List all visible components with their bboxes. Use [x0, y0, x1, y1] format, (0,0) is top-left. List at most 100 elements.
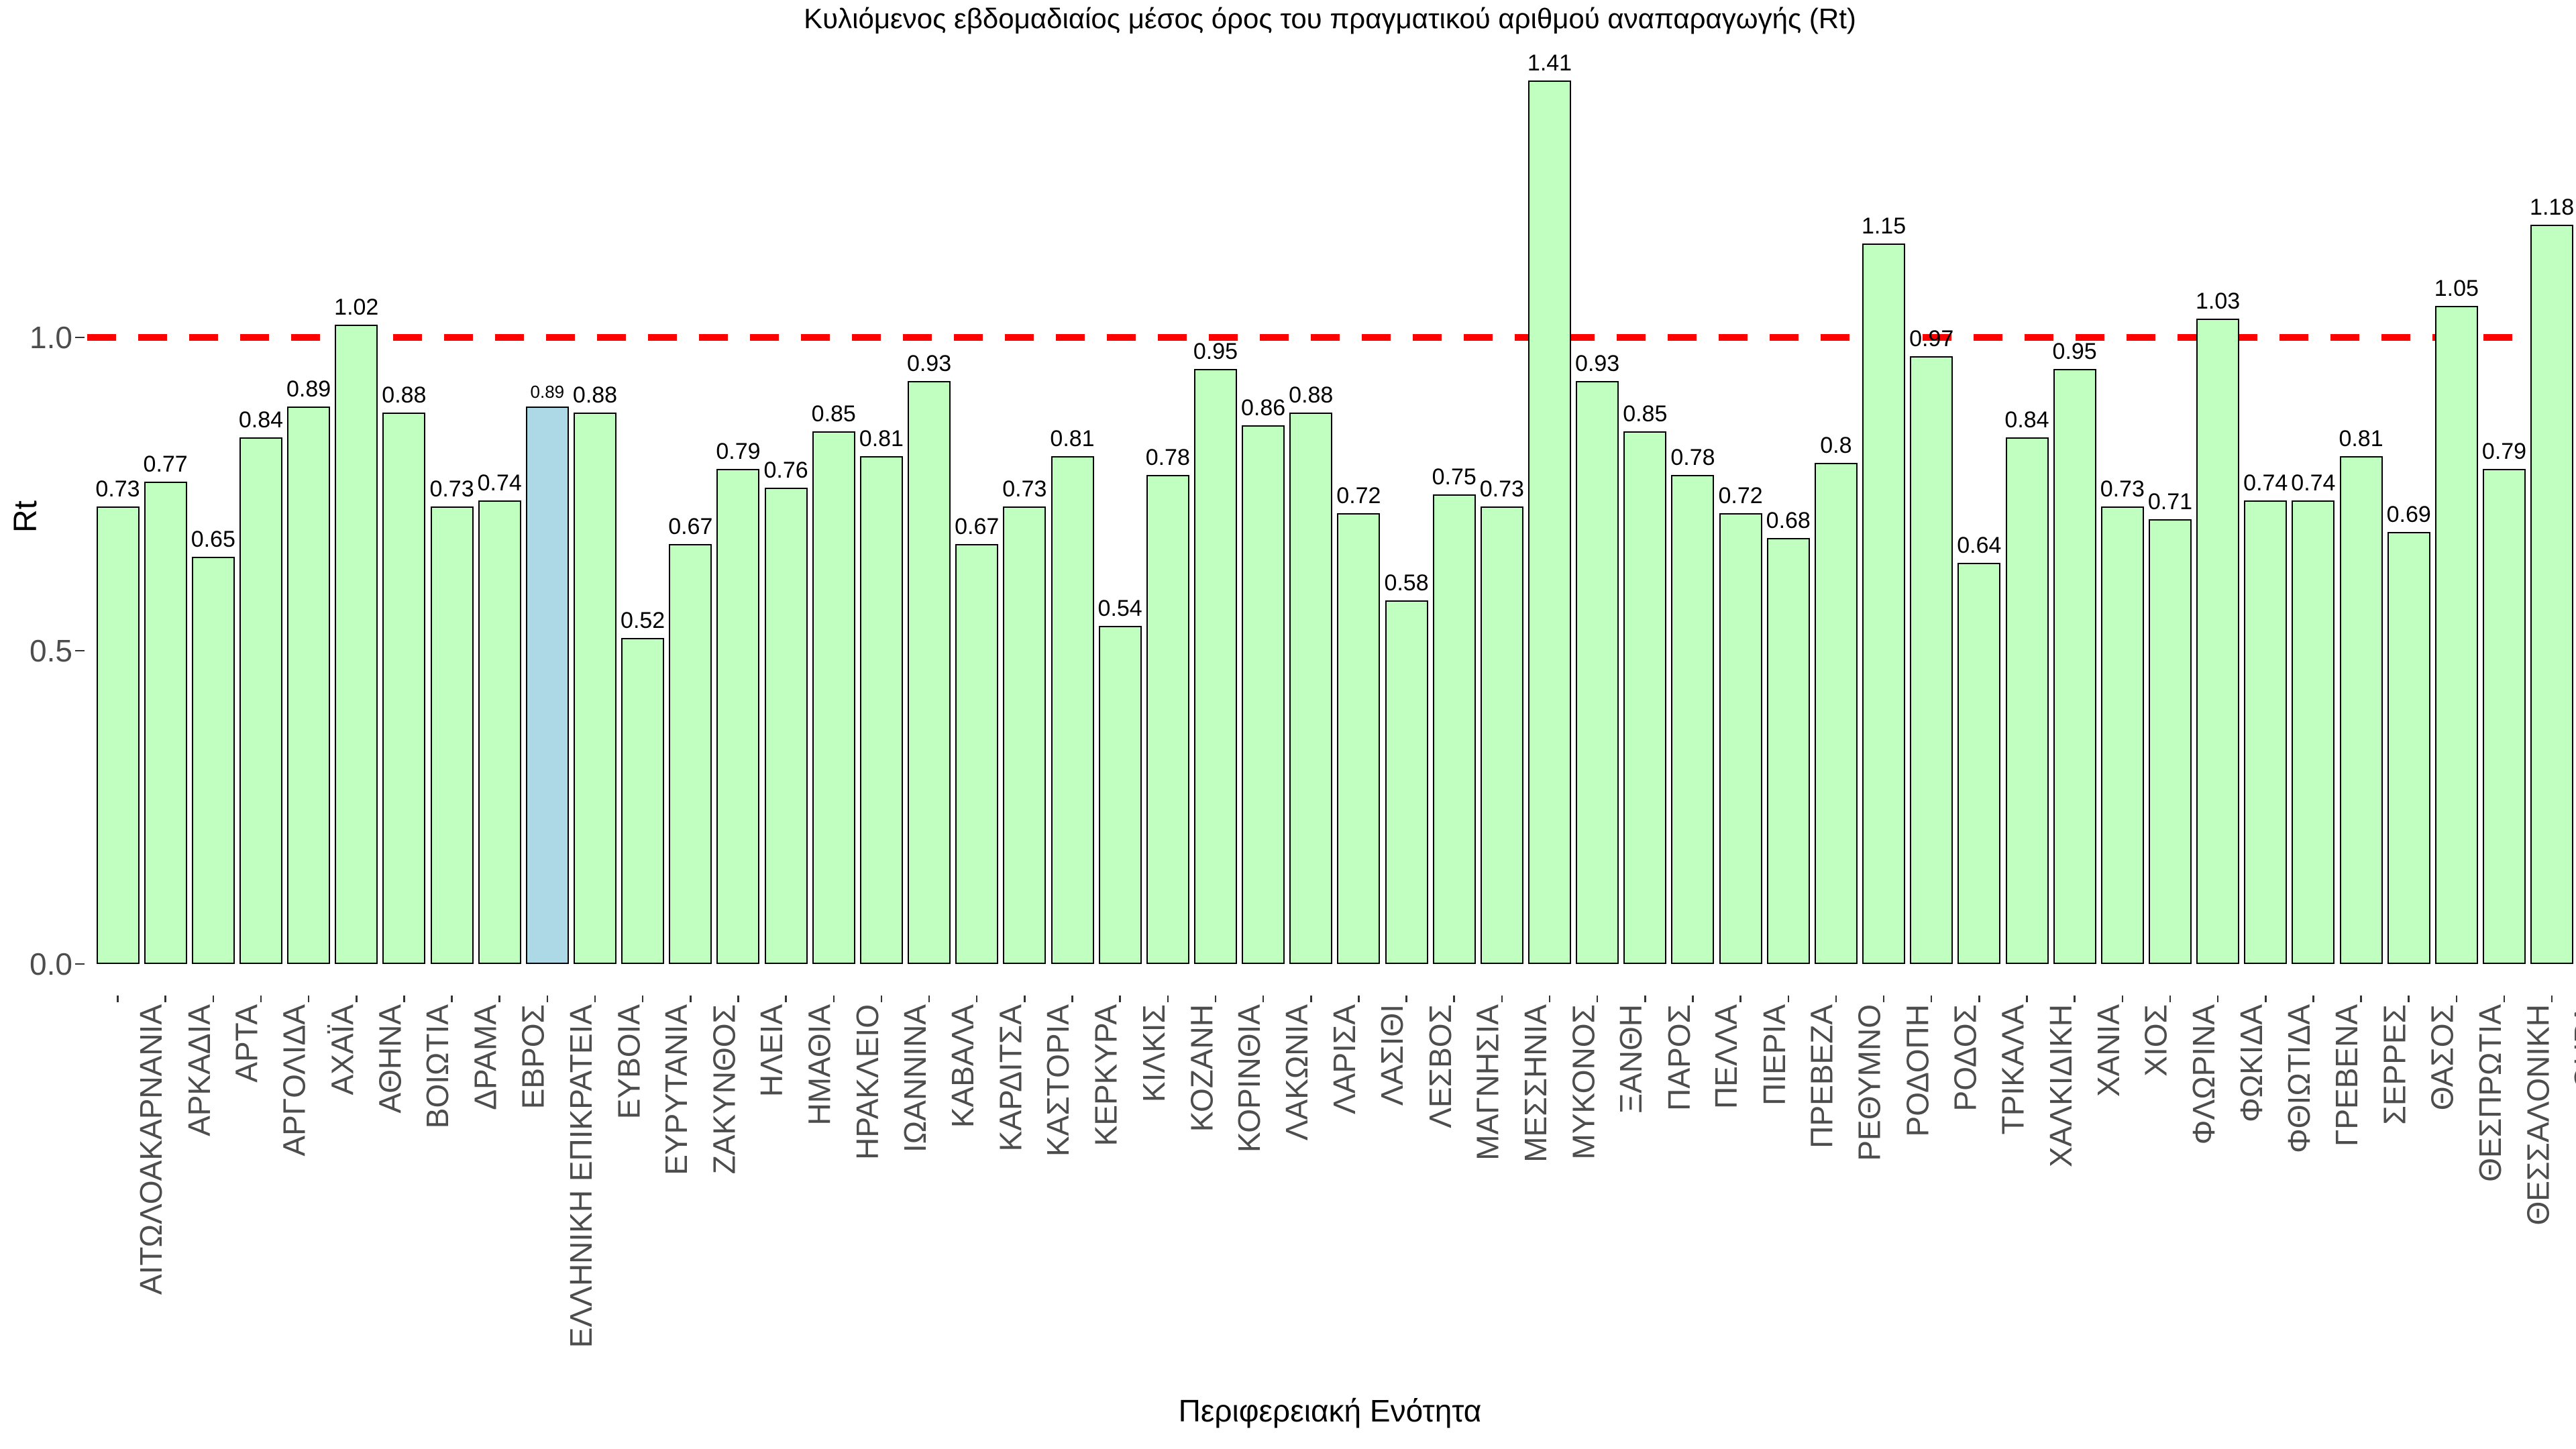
x-tick-label: ΜΕΣΣΗΝΙΑ: [1517, 1004, 1553, 1163]
x-axis-tick: [690, 996, 692, 1002]
x-tick-label: ΘΑΣΟΣ: [2424, 1004, 2460, 1111]
bar: [2053, 368, 2096, 964]
x-tick-label: ΚΑΒΑΛΑ: [945, 1004, 981, 1128]
bar: [669, 544, 712, 964]
bar-value-label: 0.89: [530, 381, 565, 402]
x-tick-label: ΡΕΘΥΜΝΟ: [1851, 1004, 1887, 1161]
bar-value-label: 0.95: [2052, 338, 2097, 364]
bar: [1766, 537, 1810, 964]
bar: [1480, 506, 1523, 964]
x-axis-tick: [1167, 996, 1169, 1002]
bar-value-label: 0.77: [143, 451, 188, 477]
x-axis-tick: [498, 996, 500, 1002]
x-axis-tick: [2121, 996, 2124, 1002]
x-tick-label: ΑΡΚΑΔΙΑ: [181, 1004, 217, 1136]
x-tick-label: ΠΑΡΟΣ: [1661, 1004, 1697, 1111]
bar-value-label: 0.78: [1670, 445, 1715, 471]
x-tick-label: ΑΘΗΝΑ: [372, 1004, 408, 1114]
bar-value-label: 0.81: [1050, 426, 1095, 452]
bar-value-label: 0.84: [2004, 407, 2049, 433]
bar: [2483, 469, 2526, 964]
bar-value-label: 0.67: [955, 514, 1000, 540]
bar: [1862, 243, 1906, 964]
x-tick-label: ΕΒΡΟΣ: [515, 1004, 551, 1110]
x-axis-tick: [1071, 996, 1073, 1002]
x-axis-tick: [2455, 996, 2458, 1002]
bar: [1528, 80, 1571, 964]
bar: [1098, 625, 1142, 964]
bar-value-label: 0.88: [572, 382, 618, 409]
x-axis-tick: [451, 996, 453, 1002]
x-tick-label: ΛΕΣΒΟΣ: [1422, 1004, 1458, 1128]
x-tick-label: ΕΥΡΥΤΑΝΙΑ: [659, 1004, 694, 1175]
bar: [2339, 456, 2383, 964]
x-tick-label: ΜΥΚΟΝΟΣ: [1566, 1004, 1601, 1160]
x-axis-tick: [1024, 996, 1026, 1002]
bar: [1671, 475, 1715, 964]
bar-value-label: 0.89: [286, 376, 331, 402]
bar: [287, 406, 331, 964]
x-axis-tick: [1835, 996, 1837, 1002]
x-tick-label: ΖΑΚΥΝΘΟΣ: [706, 1004, 742, 1175]
bar-value-label: 0.71: [2147, 488, 2193, 515]
bar-highlight: [525, 406, 569, 964]
bar: [478, 500, 521, 964]
x-axis-tick: [403, 996, 405, 1002]
bar-value-label: 0.97: [1909, 326, 1954, 352]
bar: [574, 413, 616, 964]
x-tick-label: ΧΑΝΙΑ: [2090, 1004, 2126, 1097]
bar: [1576, 381, 1619, 964]
x-axis-tick: [1644, 996, 1646, 1002]
x-tick-label: ΛΑΣΙΘΙ: [1375, 1004, 1410, 1106]
bar: [2292, 500, 2335, 964]
bar-value-label: 0.85: [811, 401, 856, 427]
x-axis-tick: [1596, 996, 1599, 1002]
bar: [1432, 494, 1476, 964]
x-tick-label: ΞΑΝΘΗ: [1613, 1004, 1649, 1114]
x-tick-label: ΘΕΣΣΑΛΟΝΙΚΗ: [2520, 1004, 2555, 1226]
bar-value-label: 0.93: [906, 351, 952, 377]
x-axis-tick: [928, 996, 930, 1002]
bar-value-label: 0.86: [1241, 394, 1286, 421]
x-tick-label: ΑΧΑΪΑ: [325, 1004, 360, 1095]
bar: [96, 506, 140, 964]
bar: [812, 431, 855, 964]
y-axis-tick: [75, 649, 85, 652]
bar-value-label: 0.69: [2386, 501, 2431, 527]
x-axis-tick: [1119, 996, 1121, 1002]
x-axis-tick: [1358, 996, 1360, 1002]
x-axis-tick: [2503, 996, 2506, 1002]
x-tick-label: ΛΑΚΩΝΙΑ: [1279, 1004, 1315, 1141]
x-axis-tick: [1501, 996, 1503, 1002]
bar-value-label: 0.81: [859, 426, 904, 452]
bar-value-label: 0.67: [668, 514, 713, 540]
x-axis-tick: [212, 996, 215, 1002]
x-axis-tick: [833, 996, 835, 1002]
x-axis-tick: [356, 996, 358, 1002]
x-tick-label: ΕΛΛΗΝΙΚΗ ΕΠΙΚΡΑΤΕΙΑ: [563, 1004, 598, 1348]
bar-value-label: 0.58: [1384, 570, 1429, 596]
bar: [2244, 500, 2288, 964]
bar: [191, 556, 235, 964]
x-tick-label: ΚΟΖΑΝΗ: [1183, 1004, 1219, 1132]
bar-value-label: 0.74: [2291, 470, 2336, 496]
bar: [1337, 513, 1381, 964]
x-tick-label: ΔΡΑΜΑ: [468, 1004, 503, 1110]
x-axis-tick: [737, 996, 739, 1002]
x-axis-tick: [2312, 996, 2314, 1002]
bar: [2387, 531, 2430, 964]
bar: [859, 456, 903, 964]
bar-value-label: 0.79: [2481, 439, 2527, 465]
x-axis-tick: [2408, 996, 2410, 1002]
x-axis-tick: [785, 996, 787, 1002]
x-axis-tick: [1453, 996, 1455, 1002]
bar: [764, 488, 808, 964]
y-axis-tick: [75, 963, 85, 965]
x-axis-tick: [307, 996, 310, 1002]
x-tick-label: ΠΙΕΡΙΑ: [1756, 1004, 1792, 1106]
x-tick-label: ΚΙΛΚΙΣ: [1136, 1004, 1171, 1103]
x-axis-tick: [1787, 996, 1789, 1002]
bar-value-label: 1.41: [1527, 50, 1572, 76]
bar: [144, 481, 187, 964]
